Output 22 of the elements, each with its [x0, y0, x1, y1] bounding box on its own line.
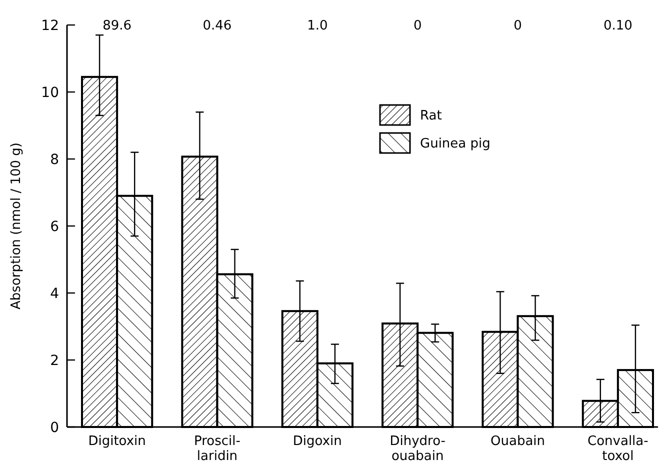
x-tick-label: Proscil- laridin: [194, 434, 241, 464]
y-tick-label: 4: [50, 286, 60, 302]
annotation: 0: [514, 18, 522, 34]
annotation: 0.10: [603, 18, 632, 34]
annotation: 0.46: [202, 18, 232, 34]
x-tick-label: Dihydro- ouabain: [390, 434, 446, 464]
annotation: 89.6: [102, 18, 132, 34]
legend-label: Guinea pig: [420, 136, 490, 152]
x-tick-label: Digoxin: [292, 434, 342, 449]
y-tick-label: 6: [50, 218, 60, 235]
y-tick-label: 12: [41, 18, 59, 34]
annotation: 0: [413, 18, 422, 34]
x-tick-label: Digitoxin: [88, 434, 146, 449]
x-tick-label: Convalla- toxol: [588, 434, 649, 464]
legend-label: Rat: [420, 108, 442, 124]
y-tick-label: 2: [50, 352, 59, 369]
y-tick-label: 8: [50, 152, 59, 168]
y-tick-label: 0: [50, 420, 59, 436]
y-axis-title: Absorption (nmol / 100 g): [9, 142, 24, 310]
annotation: 1.0: [307, 18, 328, 34]
x-tick-label: Ouabain: [490, 434, 546, 449]
y-tick-label: 10: [41, 84, 59, 101]
